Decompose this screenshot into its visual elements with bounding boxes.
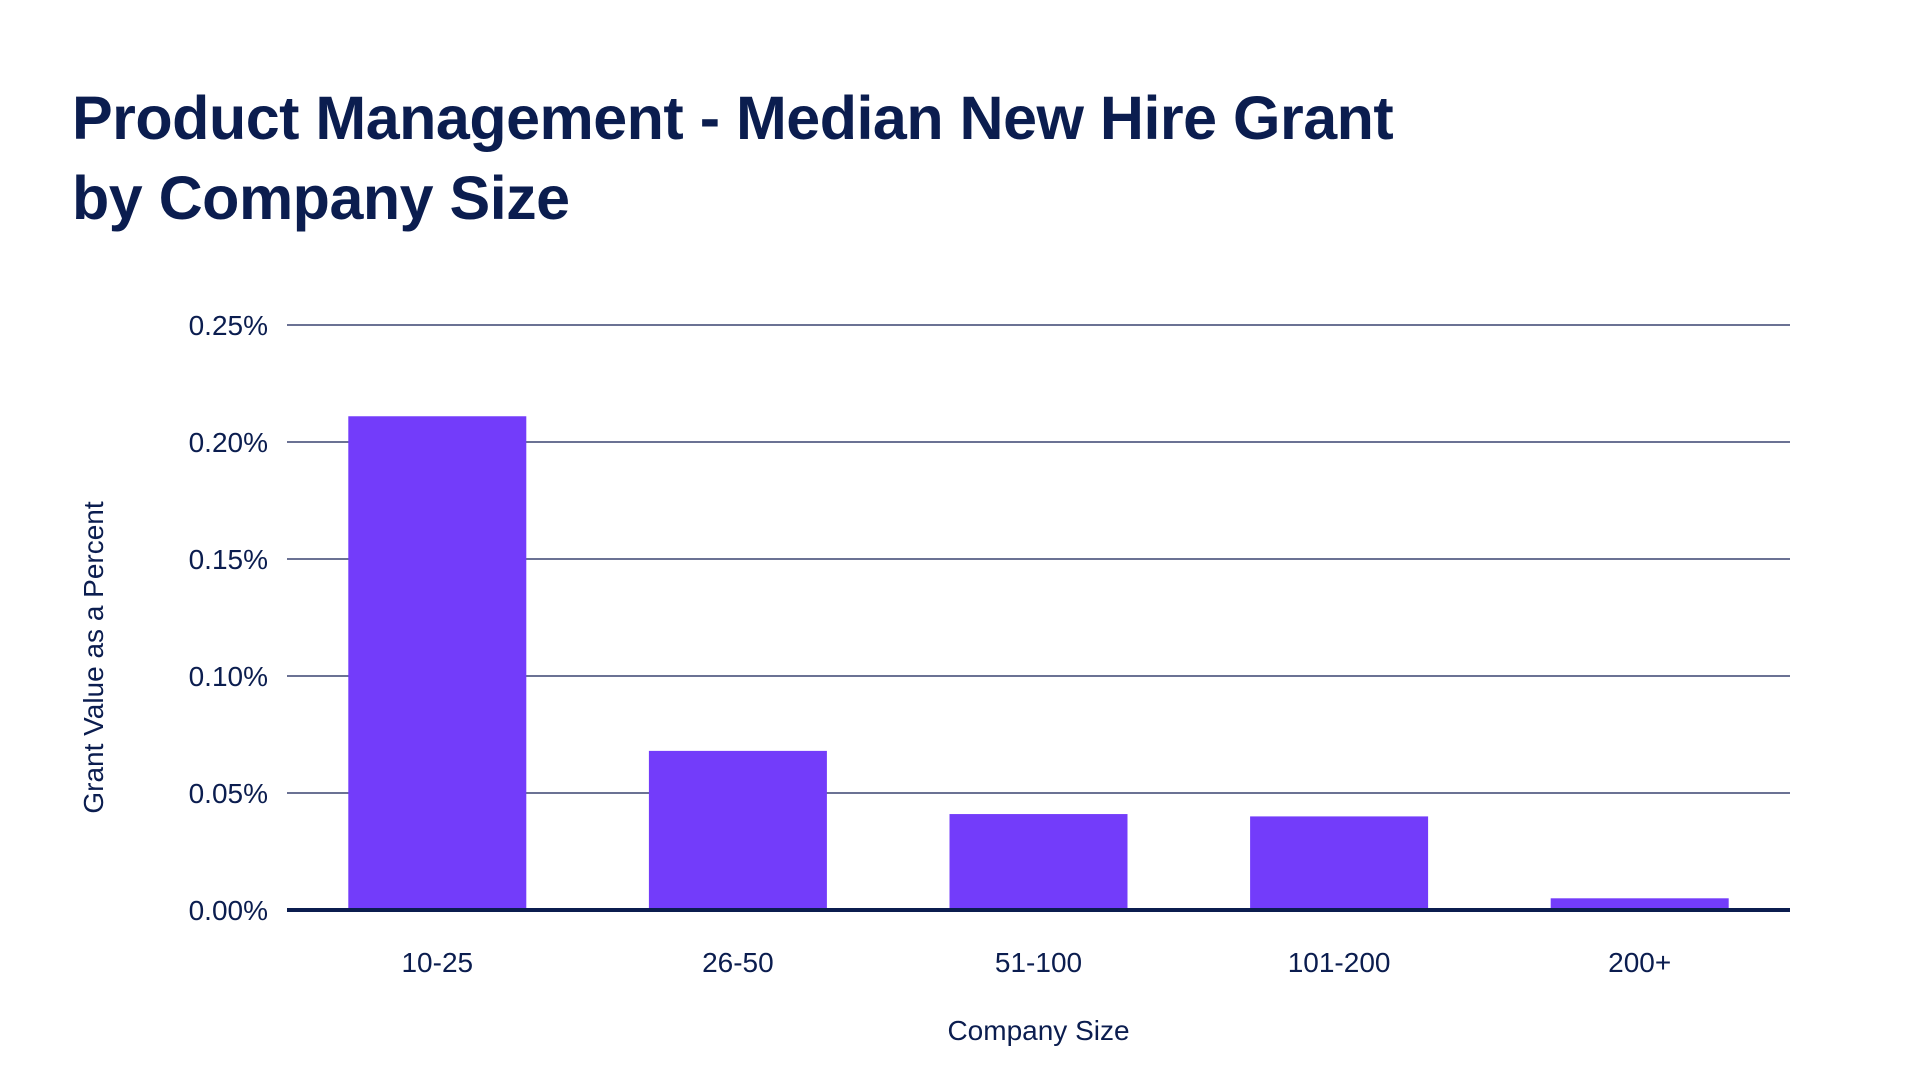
chart-title-line-1: Product Management - Median New Hire Gra… (72, 84, 1394, 152)
x-tick-label: 200+ (1608, 947, 1671, 978)
chart-title-line-2: by Company Size (72, 164, 570, 232)
bar-series (348, 416, 1729, 910)
y-tick-label: 0.20% (189, 427, 268, 458)
chart-title: Product Management - Median New Hire Gra… (72, 78, 1572, 238)
bar-10-25 (348, 416, 527, 910)
x-tick-label: 10-25 (401, 947, 473, 978)
x-tick-label: 51-100 (995, 947, 1082, 978)
bar-200+ (1550, 898, 1729, 910)
gridlines (287, 324, 1790, 794)
y-axis-title: Grant Value as a Percent (78, 501, 109, 814)
y-tick-label: 0.25% (189, 310, 268, 341)
bar-51-100 (949, 814, 1128, 910)
y-tick-label: 0.10% (189, 661, 268, 692)
bar-101-200 (1250, 816, 1429, 910)
y-tick-label: 0.00% (189, 895, 268, 926)
x-axis-ticks: 10-25 26-50 51-100 101-200 200+ (401, 947, 1671, 978)
y-tick-label: 0.15% (189, 544, 268, 575)
y-axis-ticks: 0.00% 0.05% 0.10% 0.15% 0.20% 0.25% (189, 310, 268, 926)
x-tick-label: 101-200 (1288, 947, 1391, 978)
x-axis-title: Company Size (947, 1015, 1129, 1046)
bar-26-50 (648, 750, 827, 910)
x-tick-label: 26-50 (702, 947, 774, 978)
y-tick-label: 0.05% (189, 778, 268, 809)
